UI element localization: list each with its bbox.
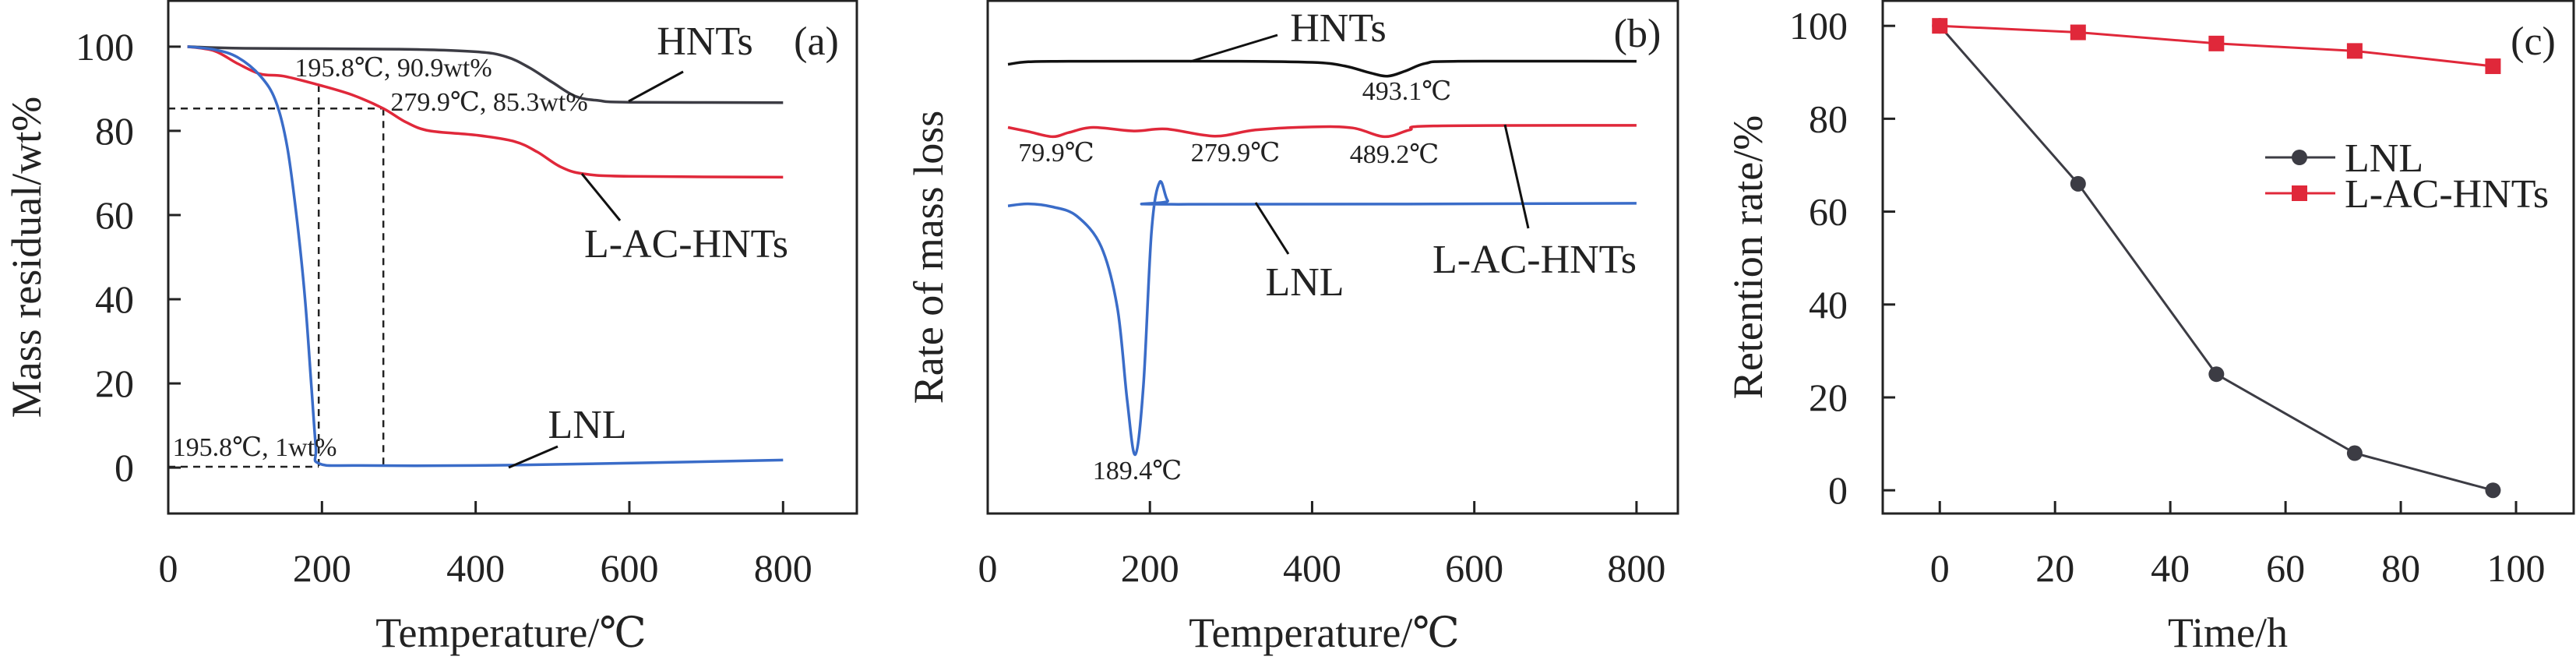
y-axis-title: Mass residual/wt% [3, 97, 50, 418]
y-tick-label: 0 [1828, 468, 1848, 512]
y-tick-label: 40 [95, 277, 134, 321]
data-point-lnl [2346, 445, 2363, 461]
x-tick-label: 100 [2487, 546, 2546, 590]
x-tick-label: 0 [1930, 546, 1950, 590]
data-point-lnl [2070, 175, 2086, 192]
annotation-label: HNTs [657, 19, 752, 64]
panel-label: (c) [2511, 19, 2556, 64]
x-tick-label: 800 [754, 546, 812, 590]
annotation-label: L-AC-HNTs [1432, 238, 1637, 282]
annotation-label: LNL [1265, 260, 1344, 305]
panel-label: (b) [1614, 12, 1662, 56]
x-axis-title: Time/h [2168, 609, 2288, 656]
legend-label-lnl: LNL [2345, 136, 2423, 181]
x-tick-label: 200 [293, 546, 351, 590]
x-tick-label: 60 [2266, 546, 2305, 590]
annotation-label: 195.8℃, 1wt% [173, 433, 337, 462]
data-point-l-ac-hnts [2346, 43, 2363, 59]
x-axis-title: Temperature/℃ [1189, 609, 1459, 656]
y-axis-title: Rate of mass loss [905, 111, 952, 404]
y-tick-label: 20 [95, 362, 134, 405]
y-tick-label: 40 [1809, 283, 1848, 326]
plot-frame [986, 0, 1679, 515]
series-line-lnl [1007, 180, 1637, 457]
annotation-label: L-AC-HNTs [584, 222, 788, 266]
x-tick-label: 800 [1607, 546, 1665, 590]
annotation-leader-line [580, 173, 622, 221]
annotation-label: HNTs [1290, 6, 1386, 51]
annotation-label: 279.9℃ [1191, 139, 1281, 168]
plot-frame [167, 0, 858, 515]
x-tick-label: 0 [159, 546, 178, 590]
series-line-hnts [1007, 59, 1637, 78]
panel-a-tga-chart: 0 200 400 600 800 0 20 40 60 80 100 Temperature/℃ Ma… [3, 0, 858, 656]
series-line-hnts [187, 45, 784, 104]
annotation-label: LNL [548, 403, 626, 447]
x-tick-label: 200 [1121, 546, 1179, 590]
annotation-label: 79.9℃ [1018, 139, 1094, 168]
panel-label: (a) [794, 19, 839, 64]
y-tick-label: 80 [1809, 97, 1848, 140]
y-tick-label: 20 [1809, 376, 1848, 419]
y-tick-label: 60 [1809, 190, 1848, 234]
series-line-lnl [187, 45, 784, 468]
x-axis-title: Temperature/℃ [375, 609, 646, 656]
annotation-label: 489.2℃ [1350, 140, 1440, 169]
x-tick-label: 40 [2151, 546, 2190, 590]
y-tick-label: 100 [76, 25, 134, 69]
y-tick-label: 80 [95, 109, 134, 153]
y-axis-title: Retention rate/% [1725, 115, 1771, 399]
annotation-label: 195.8℃, 90.9wt% [294, 54, 492, 83]
x-tick-label: 400 [446, 546, 505, 590]
annotation-leader-line [508, 445, 559, 469]
data-point-l-ac-hnts [2070, 24, 2086, 41]
y-tick-label: 60 [95, 193, 134, 237]
data-point-lnl [2485, 482, 2501, 499]
data-point-l-ac-hnts [2208, 35, 2225, 51]
data-point-lnl [2208, 366, 2225, 383]
panel-b-dtg-chart: 0 200 400 600 800 Temperature/℃ Rate of mass l… [905, 0, 1679, 656]
annotation-label: 189.4℃ [1093, 457, 1182, 485]
series-line-l-ac-hnts [1007, 124, 1637, 139]
panel-c-retention-chart: 0 20 40 60 80 100 0 20 40 60 80 100 Time/h Retention … [1725, 0, 2575, 656]
annotation-leader-line [1189, 34, 1278, 63]
annotation-leader-line [1254, 202, 1290, 255]
annotation-label: 279.9℃, 85.3wt% [390, 88, 587, 117]
x-tick-label: 0 [978, 546, 998, 590]
data-point-l-ac-hnts [1932, 18, 1948, 34]
annotation-leader-line [628, 70, 684, 103]
data-point-l-ac-hnts [2485, 58, 2501, 75]
x-tick-label: 600 [600, 546, 658, 590]
series-line-lnl [1939, 25, 2493, 492]
y-tick-label: 0 [115, 446, 134, 489]
y-tick-label: 100 [1789, 4, 1848, 48]
legend-marker-circle [2292, 150, 2307, 165]
x-tick-label: 20 [2035, 546, 2074, 590]
annotation-leader-line [1503, 124, 1530, 229]
x-tick-label: 80 [2381, 546, 2420, 590]
plot-frame [1881, 0, 2575, 515]
legend-marker-square [2292, 185, 2307, 201]
annotation-label: 493.1℃ [1362, 77, 1452, 106]
x-tick-label: 400 [1283, 546, 1341, 590]
legend-label-l-ac-hnts: L-AC-HNTs [2345, 172, 2549, 217]
x-tick-label: 600 [1445, 546, 1503, 590]
